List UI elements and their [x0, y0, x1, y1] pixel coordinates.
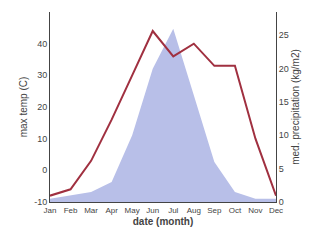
svg-text:Mar: Mar	[84, 206, 98, 215]
svg-text:-10: -10	[34, 197, 47, 207]
svg-text:Jun: Jun	[146, 206, 159, 215]
svg-text:10: 10	[279, 130, 289, 140]
svg-text:15: 15	[279, 97, 289, 107]
svg-text:5: 5	[279, 164, 284, 174]
svg-text:med. precipitation (kg/m2): med. precipitation (kg/m2)	[290, 49, 301, 165]
svg-text:Dec: Dec	[269, 206, 283, 215]
svg-text:May: May	[125, 206, 140, 215]
svg-text:Sep: Sep	[207, 206, 222, 215]
svg-text:10: 10	[37, 134, 47, 144]
svg-text:Aug: Aug	[187, 206, 201, 215]
svg-text:Feb: Feb	[64, 206, 78, 215]
svg-text:Apr: Apr	[105, 206, 118, 215]
svg-text:Nov: Nov	[248, 206, 262, 215]
svg-text:Jul: Jul	[168, 206, 178, 215]
svg-text:date (month): date (month)	[133, 216, 194, 227]
svg-text:20: 20	[37, 102, 47, 112]
svg-text:30: 30	[37, 70, 47, 80]
svg-text:0: 0	[279, 197, 284, 207]
svg-text:40: 40	[37, 39, 47, 49]
svg-text:20: 20	[279, 64, 289, 74]
svg-text:0: 0	[42, 165, 47, 175]
svg-text:max temp (C): max temp (C)	[18, 77, 29, 138]
svg-text:25: 25	[279, 30, 289, 40]
svg-text:Oct: Oct	[229, 206, 242, 215]
svg-text:Jan: Jan	[44, 206, 57, 215]
